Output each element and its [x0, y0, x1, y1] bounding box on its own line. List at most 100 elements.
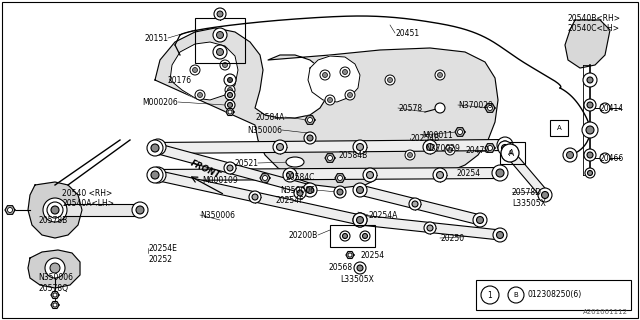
Circle shape: [217, 11, 223, 17]
Text: 20584C: 20584C: [285, 172, 315, 181]
Polygon shape: [5, 206, 15, 214]
Circle shape: [585, 168, 595, 178]
Circle shape: [409, 198, 421, 210]
Circle shape: [348, 92, 353, 98]
Text: 20254E: 20254E: [148, 244, 177, 252]
Circle shape: [538, 188, 552, 202]
Polygon shape: [170, 42, 238, 100]
Text: 20252: 20252: [148, 255, 172, 265]
Circle shape: [458, 130, 463, 134]
Circle shape: [273, 140, 287, 154]
Circle shape: [154, 171, 162, 179]
Bar: [195, 18, 245, 63]
Circle shape: [303, 183, 317, 197]
Circle shape: [586, 126, 594, 134]
Polygon shape: [359, 185, 481, 225]
Polygon shape: [485, 144, 495, 152]
Circle shape: [584, 99, 596, 111]
Circle shape: [198, 92, 202, 98]
Circle shape: [583, 73, 597, 87]
Circle shape: [356, 217, 364, 223]
Text: 20254: 20254: [360, 251, 384, 260]
Circle shape: [436, 172, 444, 179]
Text: 20254: 20254: [456, 169, 480, 178]
Circle shape: [150, 139, 166, 155]
Circle shape: [433, 168, 447, 182]
Circle shape: [190, 65, 200, 75]
Circle shape: [408, 153, 413, 157]
Text: N370029: N370029: [458, 100, 493, 109]
Circle shape: [445, 145, 455, 155]
Circle shape: [342, 234, 348, 238]
Circle shape: [147, 140, 163, 156]
Circle shape: [214, 8, 226, 20]
Circle shape: [405, 150, 415, 160]
Circle shape: [563, 148, 577, 162]
Polygon shape: [502, 145, 548, 198]
Text: 20200B: 20200B: [289, 230, 318, 239]
Circle shape: [496, 169, 504, 177]
Circle shape: [150, 167, 166, 183]
Text: N350006: N350006: [247, 125, 282, 134]
Polygon shape: [325, 154, 335, 162]
Circle shape: [501, 144, 519, 162]
Circle shape: [307, 135, 313, 141]
Circle shape: [294, 187, 306, 199]
Circle shape: [225, 100, 235, 110]
Text: FRONT: FRONT: [189, 158, 221, 180]
Circle shape: [154, 143, 162, 151]
Text: 20584B: 20584B: [338, 150, 367, 159]
Text: A: A: [557, 125, 561, 131]
Circle shape: [356, 187, 364, 194]
Text: B: B: [514, 292, 518, 298]
Polygon shape: [565, 20, 610, 68]
Circle shape: [360, 231, 370, 241]
Circle shape: [320, 70, 330, 80]
Text: A201001112: A201001112: [583, 309, 628, 315]
Circle shape: [297, 190, 303, 196]
Polygon shape: [485, 104, 495, 112]
Circle shape: [501, 141, 509, 149]
Circle shape: [225, 90, 235, 100]
Circle shape: [498, 141, 512, 155]
Circle shape: [287, 172, 294, 179]
Circle shape: [435, 70, 445, 80]
Circle shape: [493, 228, 507, 242]
Circle shape: [435, 103, 445, 113]
Polygon shape: [155, 28, 498, 188]
Text: 20176: 20176: [168, 76, 192, 84]
Circle shape: [43, 198, 67, 222]
Bar: [476, 280, 631, 310]
Circle shape: [53, 293, 57, 297]
Circle shape: [473, 213, 487, 227]
Circle shape: [488, 146, 493, 150]
Circle shape: [147, 167, 163, 183]
Circle shape: [195, 90, 205, 100]
Circle shape: [337, 189, 343, 195]
Polygon shape: [260, 174, 270, 182]
Circle shape: [216, 31, 223, 38]
Circle shape: [49, 204, 61, 216]
Circle shape: [438, 73, 442, 77]
Polygon shape: [335, 174, 345, 182]
Circle shape: [325, 95, 335, 105]
Circle shape: [323, 73, 328, 77]
Circle shape: [387, 77, 392, 83]
Circle shape: [283, 168, 297, 182]
Circle shape: [328, 98, 333, 102]
Circle shape: [582, 122, 598, 138]
Circle shape: [427, 225, 433, 231]
Circle shape: [587, 152, 593, 158]
Circle shape: [276, 143, 284, 150]
Text: 20540B<RH>: 20540B<RH>: [568, 13, 621, 22]
Polygon shape: [155, 167, 500, 180]
Circle shape: [354, 262, 366, 274]
Circle shape: [367, 172, 374, 179]
Circle shape: [566, 151, 573, 158]
Circle shape: [227, 87, 232, 92]
Circle shape: [340, 67, 350, 77]
Circle shape: [45, 258, 65, 278]
Text: 20470: 20470: [465, 146, 489, 155]
Circle shape: [588, 171, 593, 175]
Circle shape: [353, 213, 367, 227]
